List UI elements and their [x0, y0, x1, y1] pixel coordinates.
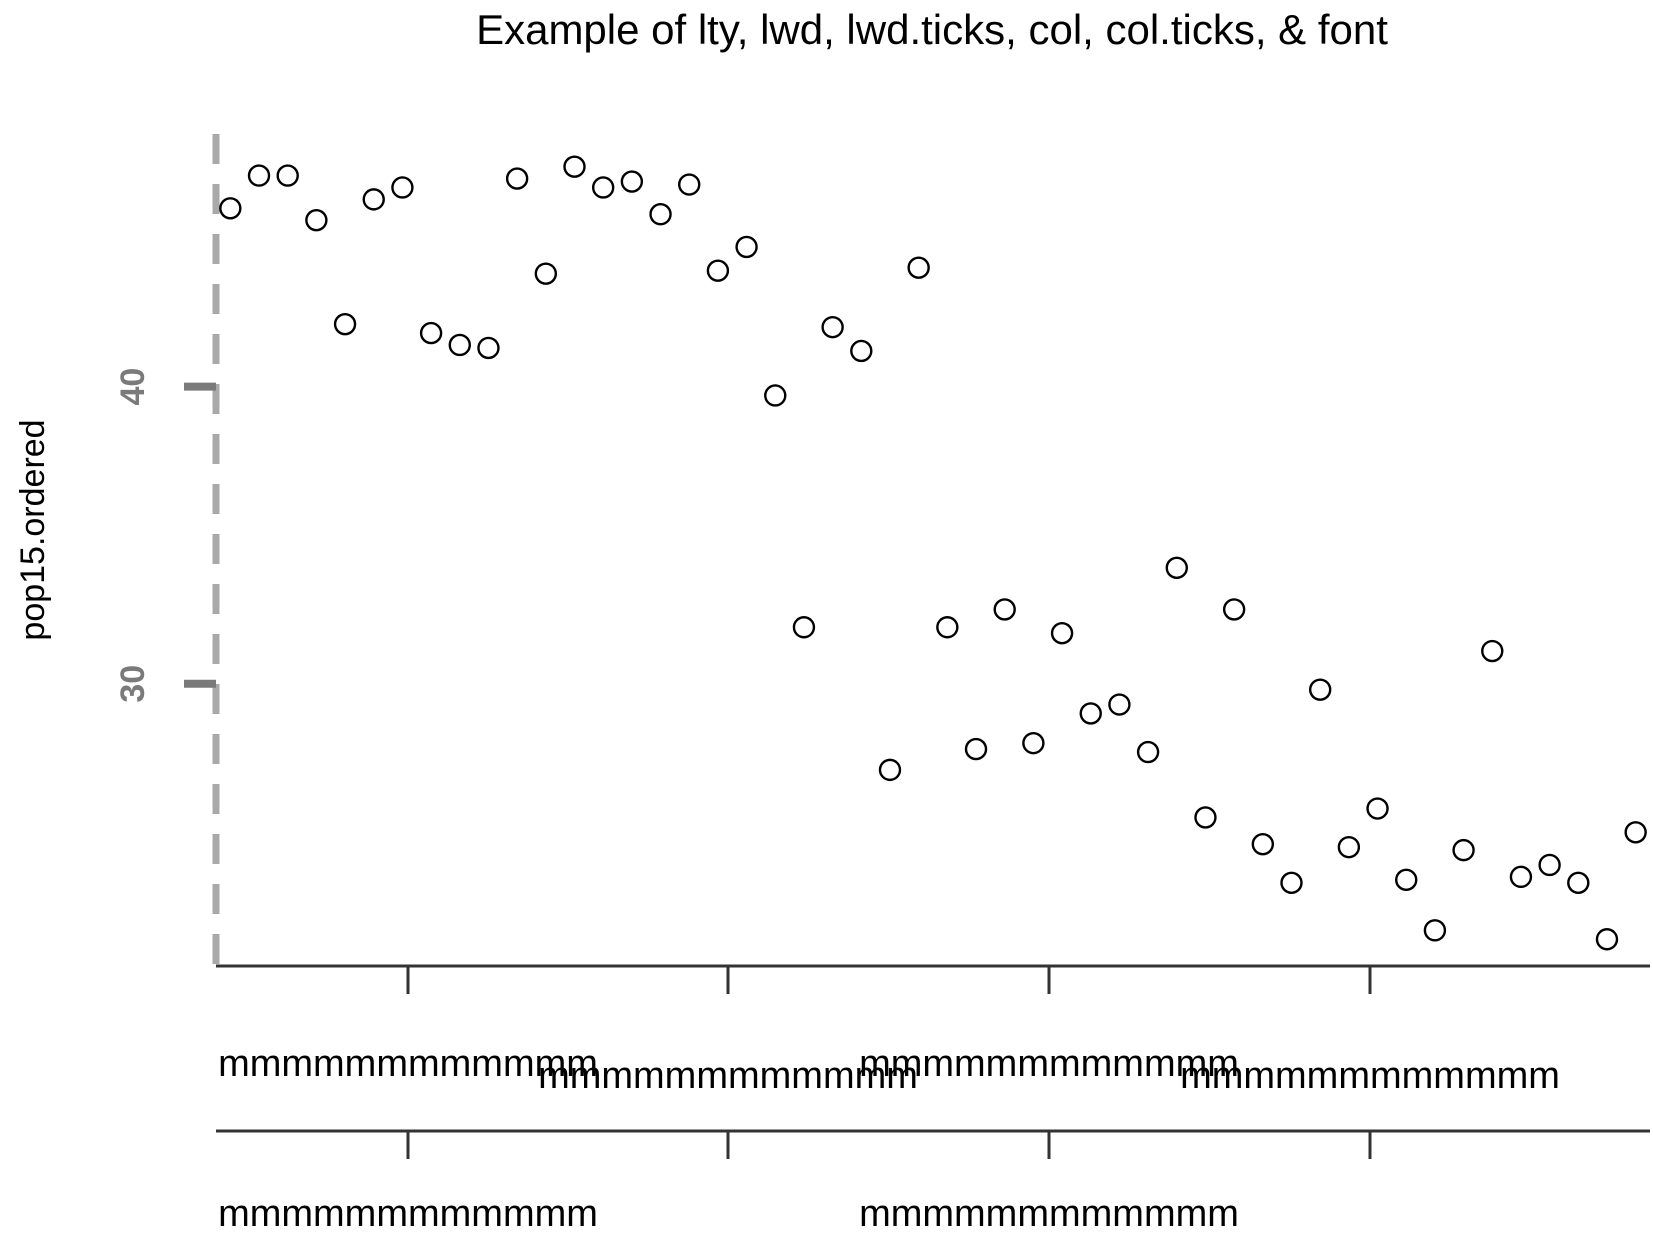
data-point [1481, 639, 1504, 663]
data-point [505, 167, 529, 190]
data-point [735, 235, 758, 259]
x2-tick-label: mmmmmmmmmmmm [859, 1193, 1239, 1235]
data-point [477, 336, 500, 360]
data-point [1538, 853, 1561, 877]
data-point [1452, 838, 1475, 862]
data-point [1366, 797, 1389, 820]
x-axis-primary: mmmmmmmmmmmmmmmmmmmmmmmmmmmmmmmmmmmmmmmm… [216, 964, 1650, 1097]
data-point [850, 339, 873, 363]
chart-title: Example of lty, lwd, lwd.ticks, col, col… [476, 6, 1388, 53]
data-point [620, 170, 644, 193]
y-tick-label: 30 [114, 665, 152, 703]
data-point [448, 333, 471, 357]
data-point [907, 256, 930, 279]
data-point [792, 616, 816, 639]
data-point [1624, 821, 1647, 844]
x-tick-label: mmmmmmmmmmmm [538, 1055, 918, 1097]
data-point [1050, 622, 1074, 645]
y-tick-label: 40 [114, 368, 152, 406]
data-point [219, 197, 242, 220]
data-point [678, 173, 701, 196]
data-point [1108, 693, 1131, 716]
data-points [219, 155, 1647, 951]
data-point [993, 598, 1016, 621]
x-tick-label: mmmmmmmmmmmm [218, 1043, 598, 1085]
x-tick-label: mmmmmmmmmmmm [1180, 1055, 1560, 1097]
data-point [764, 384, 787, 407]
data-point [1079, 702, 1102, 725]
x2-tick-label: mmmmmmmmmmmm [218, 1193, 598, 1235]
data-point [419, 321, 443, 345]
data-point [563, 155, 586, 178]
data-point [1280, 871, 1303, 894]
data-point [1567, 871, 1590, 894]
data-point [276, 164, 299, 187]
data-point [591, 176, 615, 199]
data-point [1022, 731, 1045, 755]
data-point [1194, 806, 1217, 829]
y-axis-label: pop15.ordered [14, 419, 52, 640]
data-point [1595, 928, 1619, 951]
data-point [1337, 835, 1361, 859]
data-point [649, 203, 672, 226]
data-point [305, 208, 328, 232]
data-point [1251, 832, 1275, 856]
data-point [1136, 740, 1160, 764]
x-axis-secondary: mmmmmmmmmmmm mmmmmmmmmmmm [216, 1129, 1650, 1235]
data-point [1423, 919, 1447, 942]
x-tick-label: mmmmmmmmmmmm [859, 1043, 1239, 1085]
data-point [1222, 598, 1246, 621]
data-point [1165, 556, 1188, 580]
data-point [247, 164, 271, 187]
data-point [534, 262, 558, 285]
data-point [878, 758, 902, 782]
data-point [936, 616, 959, 639]
data-point [391, 176, 414, 199]
data-point [706, 259, 730, 282]
y-ticks: 30 40 [114, 368, 216, 703]
data-point [1509, 865, 1533, 889]
data-point [333, 312, 357, 336]
data-point [1395, 868, 1418, 892]
data-point [1308, 678, 1332, 701]
data-point [821, 315, 844, 339]
data-point [964, 737, 988, 761]
data-point [362, 188, 385, 211]
